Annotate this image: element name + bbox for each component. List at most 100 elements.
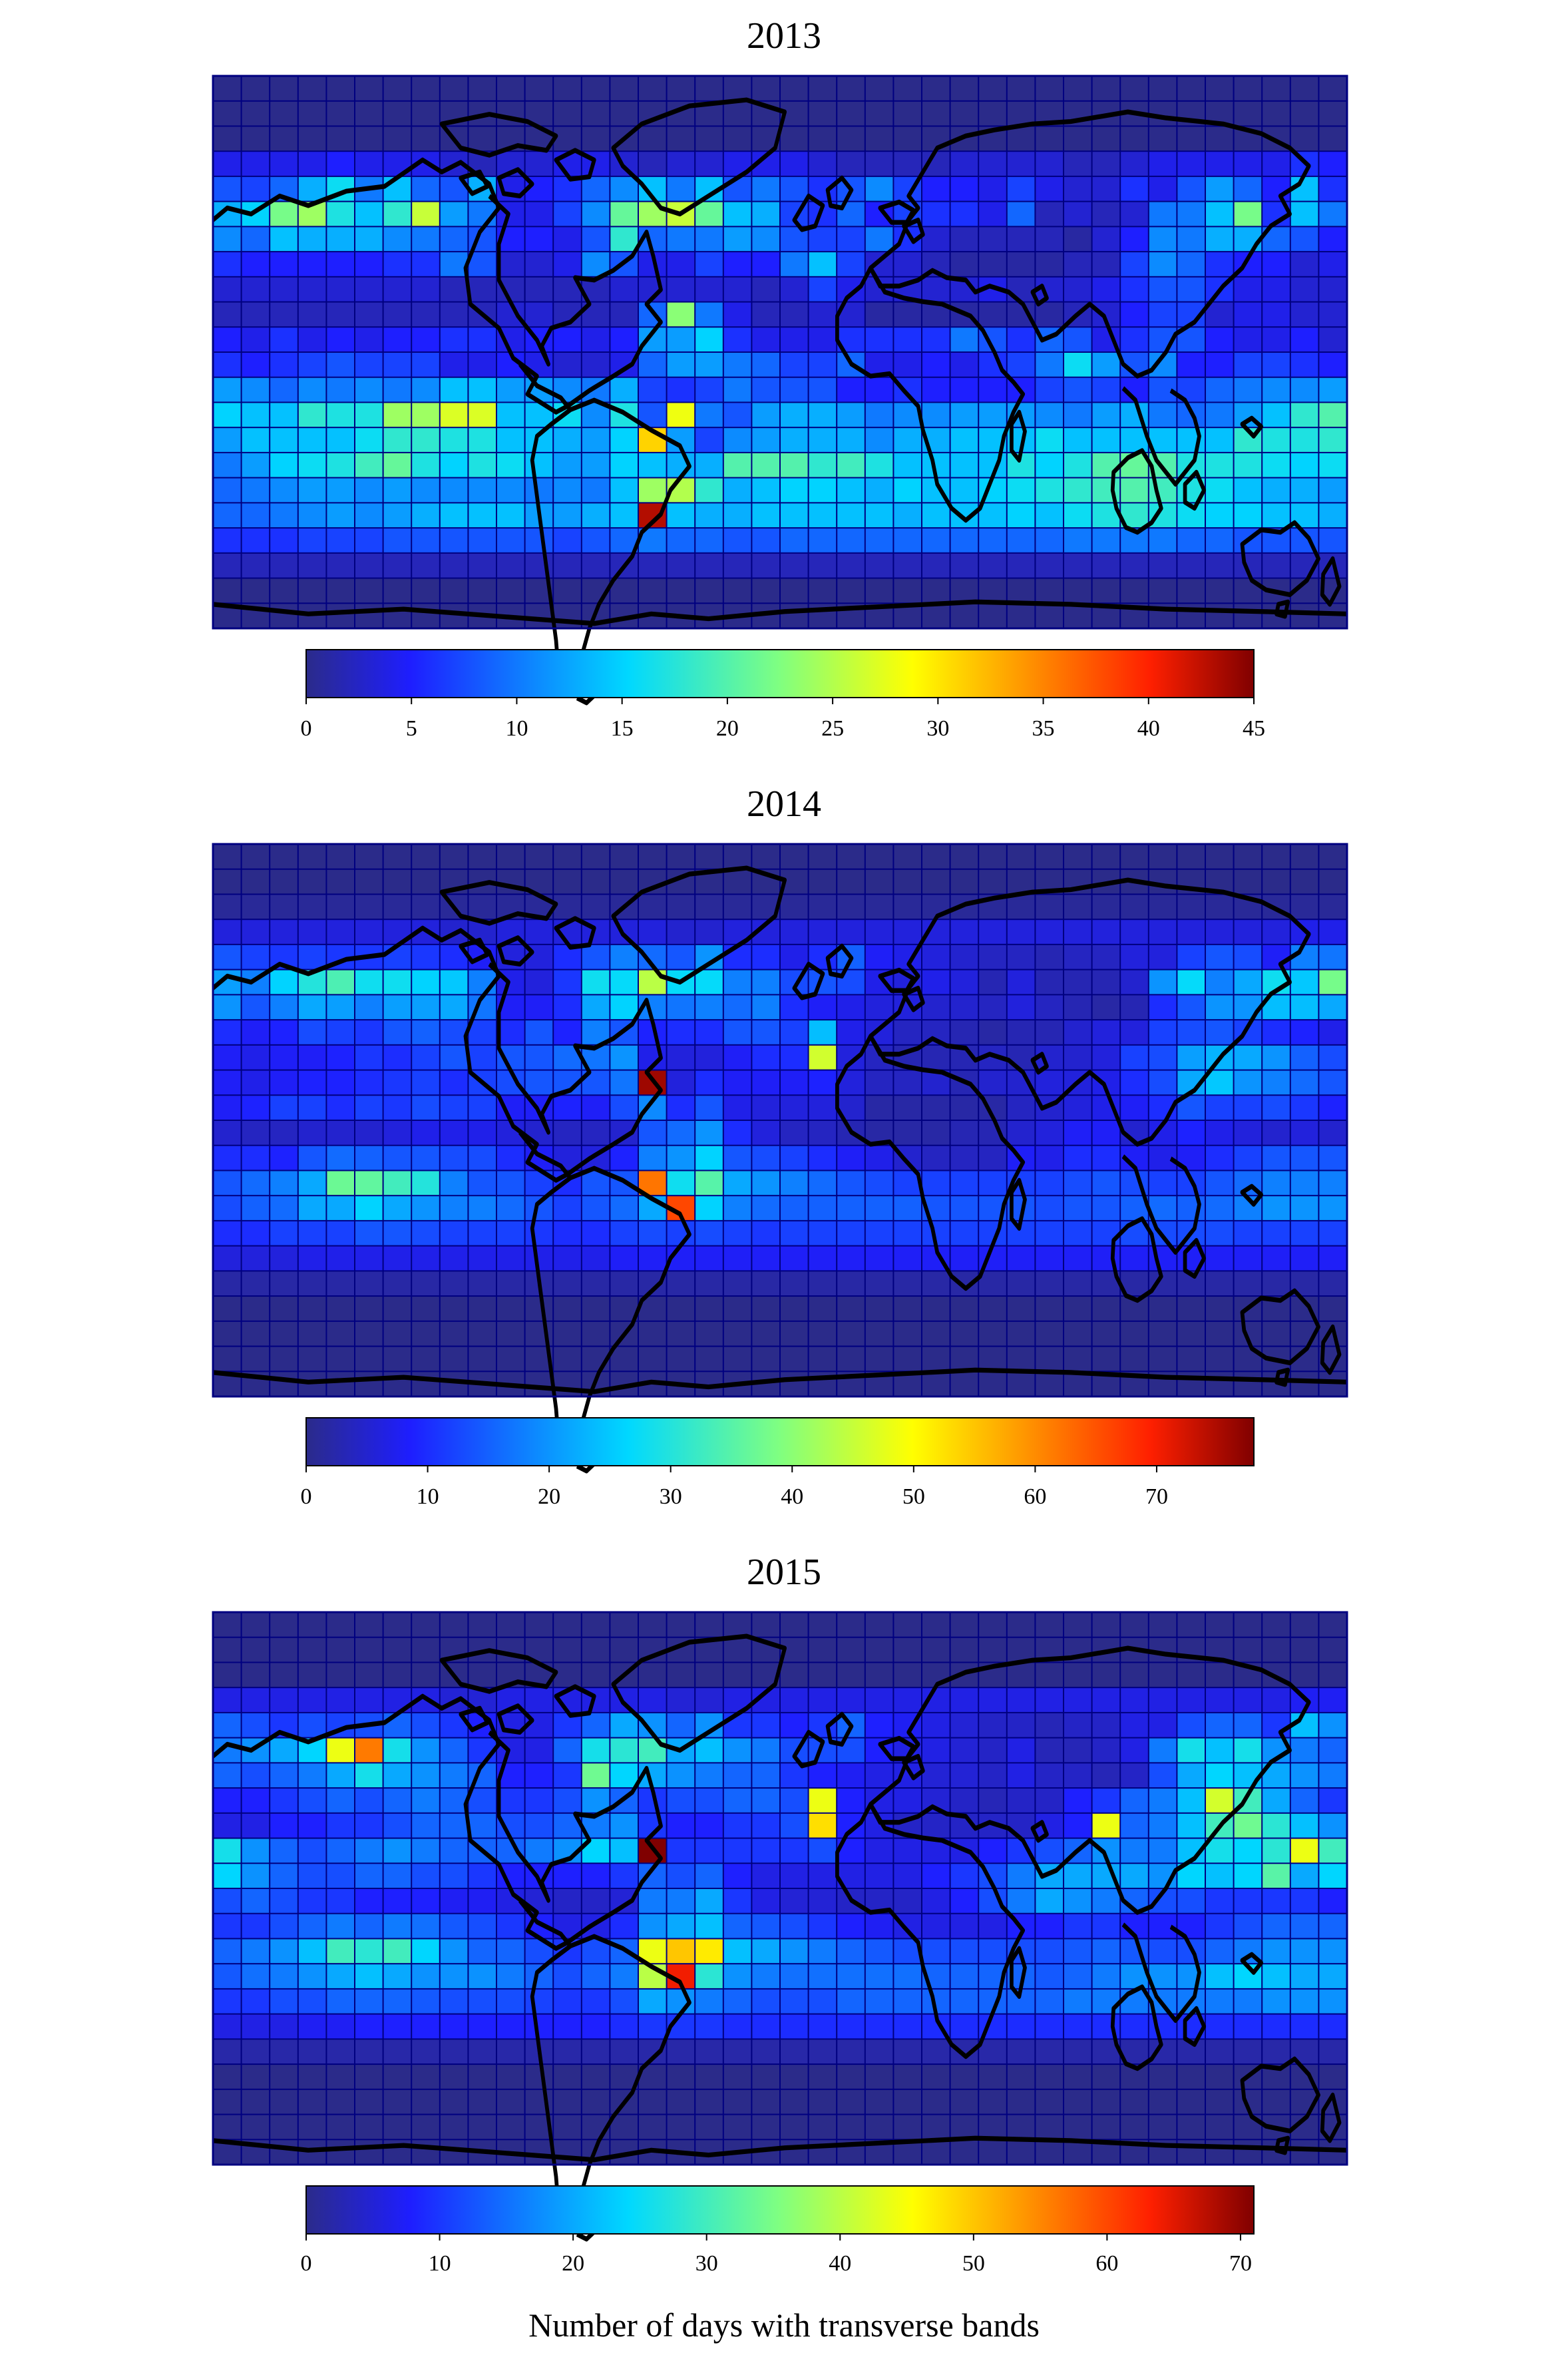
heatmap-cell (354, 843, 384, 871)
heatmap-cell (722, 376, 753, 403)
heatmap-cell (1119, 1019, 1150, 1046)
heatmap-cell (1205, 1888, 1235, 1915)
heatmap-cell (921, 1862, 951, 1890)
heatmap-cell (269, 1938, 299, 1965)
heatmap-cell (949, 451, 980, 479)
heatmap-cell (864, 477, 894, 504)
heatmap-cell (666, 1711, 696, 1739)
heatmap-cell (722, 2088, 753, 2115)
heatmap-cell (1233, 602, 1263, 630)
heatmap-cell (240, 2088, 271, 2115)
heatmap-cell (666, 994, 696, 1021)
heatmap-cell (836, 1687, 867, 1714)
heatmap-cell (921, 75, 951, 103)
heatmap-cell (580, 2063, 611, 2091)
heatmap-cell (496, 1245, 526, 1272)
heatmap-cell (1034, 843, 1065, 871)
heatmap-cell (439, 1245, 469, 1272)
heatmap-cell (694, 1988, 725, 2015)
heatmap-cell (1318, 1912, 1348, 1940)
heatmap-cell (580, 843, 611, 871)
heatmap-cell (1176, 2139, 1207, 2166)
heatmap-cell (1063, 1737, 1093, 1764)
heatmap-cell (212, 1170, 242, 1197)
heatmap-cell (836, 2038, 867, 2065)
heatmap-cell (892, 1094, 923, 1122)
heatmap-cell (722, 1938, 753, 1965)
heatmap-cell (269, 1170, 299, 1197)
heatmap-cell (1006, 1245, 1036, 1272)
heatmap-cell (694, 1888, 725, 1915)
heatmap-cell (949, 175, 980, 202)
colorbar-tick-label: 70 (1229, 2251, 1252, 2276)
heatmap-cell (580, 1988, 611, 2015)
heatmap-cell (552, 527, 583, 554)
heatmap-cell (325, 1912, 356, 1940)
heatmap-cell (1147, 1687, 1178, 1714)
heatmap-cell (1091, 175, 1121, 202)
heatmap-cell (751, 994, 781, 1021)
heatmap-cell (1034, 351, 1065, 379)
heatmap-cell (864, 1170, 894, 1197)
heatmap-cell (1289, 2139, 1320, 2166)
heatmap-cell (694, 150, 725, 178)
heatmap-cell (382, 1611, 413, 1639)
heatmap-cell (439, 1963, 469, 1990)
heatmap-cell (609, 427, 640, 454)
heatmap-cell (836, 1912, 867, 1940)
heatmap-cell (609, 1988, 640, 2015)
heatmap-cell (382, 1019, 413, 1046)
heatmap-cell (354, 1094, 384, 1122)
heatmap-cell (1318, 200, 1348, 228)
heatmap-cell (836, 2113, 867, 2141)
heatmap-cell (297, 2113, 327, 2141)
heatmap-cell (382, 401, 413, 429)
heatmap-cell (552, 1245, 583, 1272)
heatmap-cell (240, 1687, 271, 1714)
heatmap-cell (1091, 1120, 1121, 1147)
heatmap-cell (1176, 2088, 1207, 2115)
heatmap-cell (892, 1069, 923, 1096)
heatmap-cell (467, 427, 498, 454)
heatmap-cell (807, 1069, 838, 1096)
heatmap-cell (1119, 175, 1150, 202)
heatmap-cell (779, 552, 809, 579)
heatmap-cell (1261, 1219, 1292, 1247)
heatmap-cell (1006, 1094, 1036, 1122)
heatmap-cell (354, 1120, 384, 1147)
heatmap-cell (439, 2113, 469, 2141)
heatmap-cell (1063, 502, 1093, 529)
heatmap-cell (496, 1144, 526, 1172)
heatmap-cell (240, 893, 271, 921)
heatmap-cell (779, 276, 809, 303)
heatmap-cell (892, 577, 923, 604)
heatmap-cell (325, 893, 356, 921)
heatmap-cell (297, 301, 327, 328)
heatmap-cell (1147, 843, 1178, 871)
heatmap-cell (638, 1912, 668, 1940)
heatmap-cell (1063, 919, 1093, 946)
heatmap-cell (779, 1371, 809, 1398)
heatmap-cell (1261, 1611, 1292, 1639)
heatmap-cell (439, 994, 469, 1021)
heatmap-cell (1091, 1170, 1121, 1197)
heatmap-cell (722, 326, 753, 353)
heatmap-cell (1205, 1912, 1235, 1940)
heatmap-cell (1289, 1094, 1320, 1122)
heatmap-cell (949, 1270, 980, 1297)
heatmap-cell (779, 1687, 809, 1714)
heatmap-cell (836, 100, 867, 127)
heatmap-cell (240, 1069, 271, 1096)
heatmap-cell (1318, 1711, 1348, 1739)
heatmap-cell (694, 1345, 725, 1373)
heatmap-cell (439, 451, 469, 479)
heatmap-cell (269, 1661, 299, 1689)
heatmap-cell (921, 1295, 951, 1323)
heatmap-cell (496, 2063, 526, 2091)
heatmap-cell (779, 1245, 809, 1272)
heatmap-cell (1176, 943, 1207, 970)
heatmap-cell (524, 427, 554, 454)
heatmap-cell (1289, 226, 1320, 253)
heatmap-cell (807, 1787, 838, 1815)
heatmap-cell (1063, 1812, 1093, 1839)
